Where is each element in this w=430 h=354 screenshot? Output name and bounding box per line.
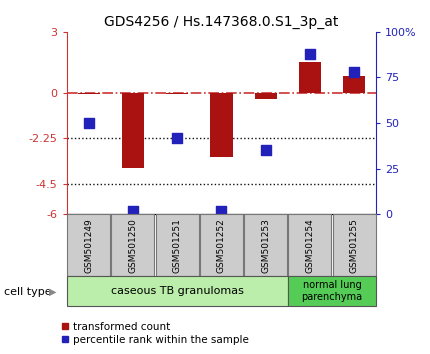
Bar xyxy=(333,214,376,276)
Bar xyxy=(200,214,243,276)
Bar xyxy=(210,93,233,158)
Bar xyxy=(122,93,144,167)
Bar xyxy=(244,214,287,276)
Point xyxy=(307,51,313,57)
Title: GDS4256 / Hs.147368.0.S1_3p_at: GDS4256 / Hs.147368.0.S1_3p_at xyxy=(104,16,339,29)
Text: GSM501249: GSM501249 xyxy=(84,218,93,273)
Bar xyxy=(289,214,332,276)
Text: GSM501253: GSM501253 xyxy=(261,218,270,273)
Bar xyxy=(156,214,199,276)
Point xyxy=(174,135,181,141)
Point xyxy=(218,208,225,213)
Text: GSM501250: GSM501250 xyxy=(129,218,138,273)
Text: GSM501251: GSM501251 xyxy=(173,218,182,273)
Bar xyxy=(67,276,288,306)
Bar xyxy=(78,93,100,94)
Point xyxy=(351,69,358,75)
Text: normal lung
parenchyma: normal lung parenchyma xyxy=(301,280,362,302)
Point xyxy=(129,208,136,213)
Bar xyxy=(255,93,277,99)
Text: caseous TB granulomas: caseous TB granulomas xyxy=(111,286,244,296)
Text: GSM501252: GSM501252 xyxy=(217,218,226,273)
Text: GSM501254: GSM501254 xyxy=(305,218,314,273)
Bar xyxy=(67,214,110,276)
Text: GSM501255: GSM501255 xyxy=(350,218,359,273)
Bar xyxy=(299,62,321,93)
Text: cell type: cell type xyxy=(4,287,52,297)
Bar xyxy=(343,76,365,93)
Point xyxy=(262,148,269,153)
Point xyxy=(85,120,92,126)
Bar xyxy=(288,276,376,306)
Bar xyxy=(166,93,188,94)
Legend: transformed count, percentile rank within the sample: transformed count, percentile rank withi… xyxy=(57,317,254,349)
Text: ▶: ▶ xyxy=(49,287,57,297)
Bar xyxy=(111,214,154,276)
